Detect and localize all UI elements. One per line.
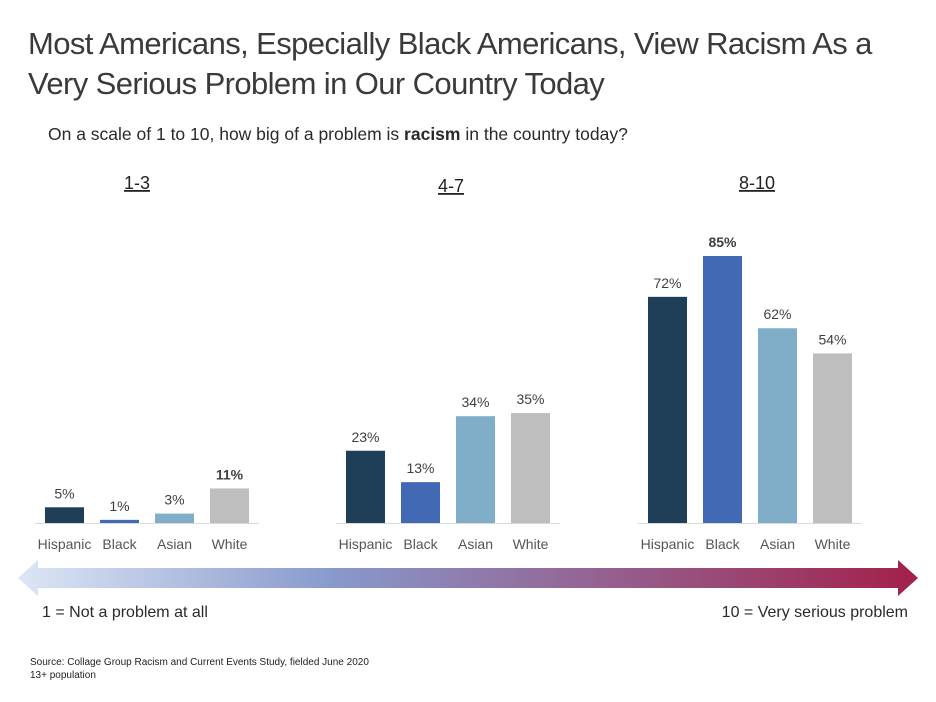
bar-4-7-asian (456, 416, 495, 523)
subtitle-bold: racism (404, 124, 461, 144)
bar-1-3-asian (155, 513, 194, 523)
bar-1-3-white (210, 488, 249, 523)
data-label: 11% (216, 466, 244, 482)
scale-arrow (18, 560, 918, 596)
data-label: 62% (763, 306, 791, 322)
source-note: Source: Collage Group Racism and Current… (30, 656, 369, 682)
category-label: White (513, 536, 549, 552)
data-label: 13% (406, 460, 434, 476)
category-label: Black (102, 536, 137, 552)
category-label: Asian (760, 536, 795, 552)
data-label: 54% (818, 331, 846, 347)
bar-4-7-white (511, 413, 550, 523)
category-label: White (815, 536, 851, 552)
scale-min-label: 1 = Not a problem at all (42, 604, 208, 621)
group-label-4-7: 4-7 (438, 176, 464, 196)
scale-max-label: 10 = Very serious problem (721, 604, 908, 621)
bar-8-10-black (703, 256, 742, 523)
category-label: Hispanic (339, 536, 393, 552)
subtitle-after: in the country today? (460, 124, 628, 144)
category-label: White (212, 536, 248, 552)
data-label: 3% (164, 492, 184, 508)
data-label: 1% (109, 498, 129, 514)
category-label: Asian (157, 536, 192, 552)
data-label: 72% (653, 275, 681, 291)
bar-8-10-asian (758, 328, 797, 523)
category-label: Black (705, 536, 740, 552)
bar-8-10-hispanic (648, 296, 687, 523)
data-label: 85% (708, 234, 737, 250)
group-label-1-3: 1-3 (124, 173, 150, 193)
page-title: Most Americans, Especially Black America… (28, 26, 872, 101)
category-label: Hispanic (38, 536, 92, 552)
bar-1-3-black (100, 519, 139, 523)
data-label: 23% (351, 429, 379, 445)
bar-1-3-hispanic (45, 507, 84, 523)
bar-8-10-white (813, 353, 852, 523)
data-label: 34% (461, 394, 489, 410)
source-line: Source: Collage Group Racism and Current… (30, 657, 369, 668)
population-note: 13+ population (30, 670, 96, 681)
bar-4-7-hispanic (346, 450, 385, 523)
category-label: Black (403, 536, 438, 552)
group-label-8-10: 8-10 (739, 173, 775, 193)
subtitle-before: On a scale of 1 to 10, how big of a prob… (48, 124, 405, 144)
category-label: Hispanic (641, 536, 695, 552)
category-label: Asian (458, 536, 493, 552)
question-subtitle: On a scale of 1 to 10, how big of a prob… (48, 124, 628, 145)
data-label: 5% (54, 485, 74, 501)
bar-4-7-black (401, 482, 440, 523)
data-label: 35% (516, 391, 544, 407)
